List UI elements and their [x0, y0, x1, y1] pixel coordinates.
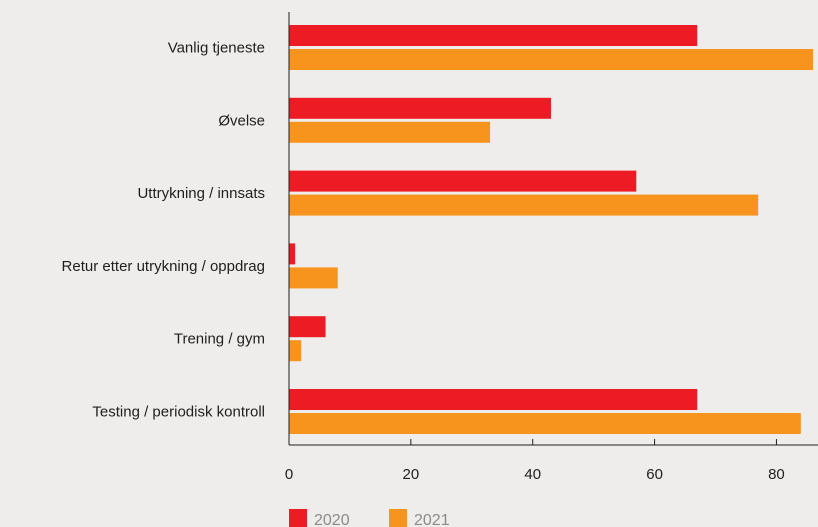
bar-2021-2	[289, 121, 491, 143]
x-tick-label: 60	[646, 466, 663, 483]
category-label: Testing / periodisk kontroll	[92, 404, 265, 421]
legend-label-2020: 2020	[314, 512, 350, 527]
category-label: Uttrykning / innsats	[137, 185, 265, 202]
bar-2021-1	[289, 49, 813, 70]
bars-group	[289, 25, 813, 434]
x-tick-label: 20	[403, 466, 420, 483]
bar-2020-1	[289, 25, 698, 46]
bar-2020-5	[289, 316, 326, 338]
x-axis-ticks: 0 20 40 60 80	[285, 439, 785, 483]
legend-label-2021: 2021	[414, 512, 450, 527]
legend-swatch-2021	[389, 509, 407, 527]
x-tick-label: 0	[285, 466, 293, 483]
bar-2021-5	[289, 340, 302, 362]
legend-swatch-2020	[289, 509, 307, 527]
category-label: Øvelse	[218, 112, 265, 129]
category-label: Vanlig tjeneste	[168, 40, 265, 57]
bar-2020-4	[289, 243, 296, 265]
category-labels: Vanlig tjeneste Øvelse Uttrykning / innsat…	[62, 40, 265, 421]
category-label: Retur etter utrykning / oppdrag	[62, 258, 265, 275]
bar-2021-4	[289, 267, 338, 289]
bar-2021-3	[289, 194, 759, 216]
bar-2020-3	[289, 170, 637, 192]
x-tick-label: 80	[768, 466, 785, 483]
category-label: Trening / gym	[174, 331, 265, 348]
bar-2020-6	[289, 389, 698, 410]
x-tick-label: 40	[524, 466, 541, 483]
bar-2021-6	[289, 413, 801, 434]
bar-2020-2	[289, 97, 551, 119]
legend: 2020 2021	[289, 509, 450, 527]
